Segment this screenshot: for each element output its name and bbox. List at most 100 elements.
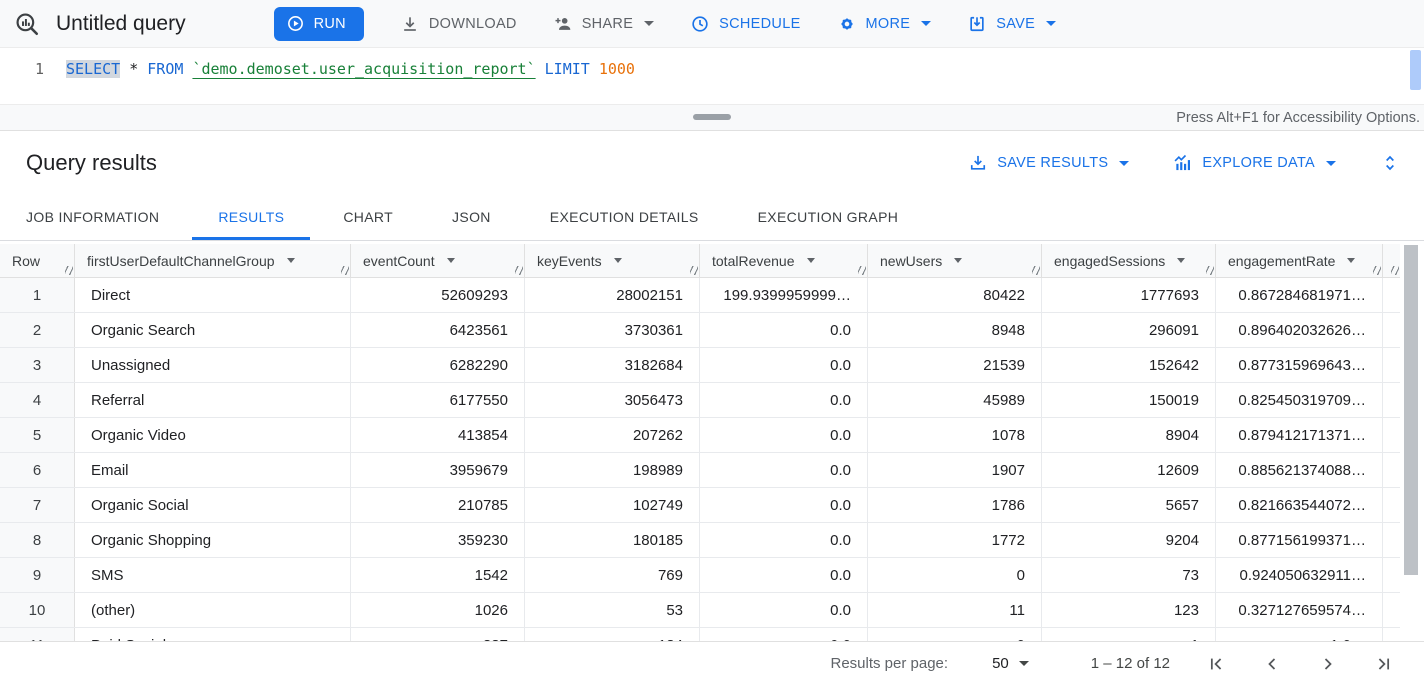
table-header-row: Row firstUserDefaultChannelGroup eventCoun… — [0, 244, 1400, 278]
pagination-bar: Results per page: 50 1 – 12 of 12 — [0, 641, 1424, 685]
table-cell: 0.0 — [700, 558, 868, 592]
sql-table-reference-link[interactable]: `demo.demoset.user_acquisition_report` — [192, 60, 536, 78]
column-menu-icon[interactable] — [1347, 258, 1356, 263]
column-header-engagedsessions[interactable]: engagedSessions — [1042, 244, 1216, 277]
table-body: 1 Direct 52609293 28002151 199.9399959999… 80… — [0, 278, 1400, 641]
chevron-down-icon — [1018, 661, 1029, 666]
column-header-newusers[interactable]: newUsers — [868, 244, 1042, 277]
table-row: 6 Email 3959679 198989 0.0 1907 12609 0.8856213… — [0, 453, 1400, 488]
table-row: 10 (other) 1026 53 0.0 11 123 0.327127659574… — [0, 593, 1400, 628]
table-cell: Organic Search — [75, 313, 351, 347]
table-scrollbar[interactable] — [1404, 245, 1418, 637]
column-menu-icon[interactable] — [1177, 258, 1186, 263]
run-button[interactable]: RUN — [273, 6, 364, 41]
column-menu-icon[interactable] — [954, 258, 963, 263]
table-cell: 1786 — [868, 488, 1042, 522]
schedule-label: SCHEDULE — [719, 15, 801, 32]
column-label: totalRevenue — [712, 252, 795, 269]
sql-code-line[interactable]: SELECT * FROM `demo.demoset.user_acquisi… — [66, 58, 635, 104]
table-cell: 0.0 — [700, 418, 868, 452]
table-cell: 3182684 — [525, 348, 700, 382]
table-cell: 296091 — [1042, 313, 1216, 347]
tab-execution-graph[interactable]: EXECUTION GRAPH — [757, 209, 899, 225]
column-header-firstuserdefaultchannelgroup[interactable]: firstUserDefaultChannelGroup — [75, 244, 351, 277]
table-cell: 337 — [351, 628, 525, 641]
editor-scrollbar[interactable] — [1410, 50, 1421, 90]
download-button[interactable]: DOWNLOAD — [400, 14, 517, 34]
table-cell: 52609293 — [351, 278, 525, 312]
table-cell: 0 — [868, 628, 1042, 641]
column-resize-handle[interactable] — [1373, 266, 1381, 275]
column-resize-handle[interactable] — [1391, 266, 1399, 275]
column-menu-icon[interactable] — [286, 258, 295, 263]
explore-data-button[interactable]: EXPLORE DATA — [1173, 153, 1336, 173]
column-header-totalrevenue[interactable]: totalRevenue — [700, 244, 868, 277]
table-cell: (other) — [75, 593, 351, 627]
first-page-button[interactable] — [1206, 654, 1226, 674]
table-cell: Organic Video — [75, 418, 351, 452]
sql-editor[interactable]: 1 SELECT * FROM `demo.demoset.user_acqui… — [0, 48, 1424, 104]
share-button[interactable]: SHARE — [553, 14, 655, 34]
table-cell: 8904 — [1042, 418, 1216, 452]
scrollbar-thumb[interactable] — [1404, 245, 1418, 575]
panel-splitter: Press Alt+F1 for Accessibility Options. — [0, 104, 1424, 131]
table-row: 2 Organic Search 6423561 3730361 0.0 8948 2960… — [0, 313, 1400, 348]
more-button[interactable]: MORE — [837, 14, 932, 34]
table-cell: 1.0… — [1216, 628, 1383, 641]
tab-chart[interactable]: CHART — [343, 209, 394, 225]
column-menu-icon[interactable] — [613, 258, 622, 263]
table-cell: Unassigned — [75, 348, 351, 382]
next-page-button[interactable] — [1318, 654, 1338, 674]
last-page-button[interactable] — [1374, 654, 1394, 674]
table-row: 4 Referral 6177550 3056473 0.0 45989 150019 0.8… — [0, 383, 1400, 418]
tab-job-information[interactable]: JOB INFORMATION — [26, 209, 160, 225]
prev-page-button[interactable] — [1262, 654, 1282, 674]
column-resize-handle[interactable] — [1206, 266, 1214, 275]
column-resize-handle[interactable] — [1032, 266, 1040, 275]
schedule-button[interactable]: SCHEDULE — [690, 14, 800, 34]
explore-data-chart-icon — [1173, 153, 1193, 173]
table-cell: 123 — [1042, 593, 1216, 627]
table-row: 1 Direct 52609293 28002151 199.9399959999… 80… — [0, 278, 1400, 313]
chevron-down-icon — [644, 21, 655, 26]
column-menu-icon[interactable] — [806, 258, 815, 263]
table-cell: 1907 — [868, 453, 1042, 487]
table-cell: 0.0 — [700, 628, 868, 641]
table-cell: 0.825450319709… — [1216, 383, 1383, 417]
table-cell: 102749 — [525, 488, 700, 522]
column-header-keyevents[interactable]: keyEvents — [525, 244, 700, 277]
row-number: 6 — [0, 453, 75, 487]
table-row: 11Paid Social3371340.0011.0… — [0, 628, 1400, 641]
share-label: SHARE — [581, 15, 634, 32]
table-cell: 1772 — [868, 523, 1042, 557]
gear-icon — [837, 14, 857, 34]
column-header-row[interactable]: Row — [0, 244, 75, 277]
tab-execution-details[interactable]: EXECUTION DETAILS — [549, 209, 699, 225]
line-number: 1 — [34, 60, 44, 78]
table-cell: 11 — [868, 593, 1042, 627]
table-cell: 8948 — [868, 313, 1042, 347]
tab-json[interactable]: JSON — [452, 209, 491, 225]
column-resize-handle[interactable] — [690, 266, 698, 275]
column-menu-icon[interactable] — [446, 258, 455, 263]
column-header-eventcount[interactable]: eventCount — [351, 244, 525, 277]
column-resize-handle[interactable] — [65, 266, 73, 275]
column-resize-handle[interactable] — [858, 266, 866, 275]
table-cell: 199.9399959999… — [700, 278, 868, 312]
expand-results-button[interactable] — [1380, 153, 1400, 173]
row-number: 8 — [0, 523, 75, 557]
table-cell: 0.0 — [700, 348, 868, 382]
table-cell: 210785 — [351, 488, 525, 522]
column-resize-handle[interactable] — [341, 266, 349, 275]
save-results-button[interactable]: SAVE RESULTS — [968, 153, 1130, 173]
column-resize-handle[interactable] — [515, 266, 523, 275]
row-number: 3 — [0, 348, 75, 382]
table-cell: 0.877156199371… — [1216, 523, 1383, 557]
page-size-select[interactable]: 50 — [992, 655, 1029, 672]
save-button[interactable]: SAVE — [967, 14, 1057, 34]
drag-handle-icon[interactable] — [693, 114, 731, 120]
tab-results[interactable]: RESULTS — [192, 195, 311, 240]
table-row: 5 Organic Video 413854 207262 0.0 1078 8904 0.8… — [0, 418, 1400, 453]
column-header-engagementrate[interactable]: engagementRate — [1216, 244, 1383, 277]
row-number: 2 — [0, 313, 75, 347]
